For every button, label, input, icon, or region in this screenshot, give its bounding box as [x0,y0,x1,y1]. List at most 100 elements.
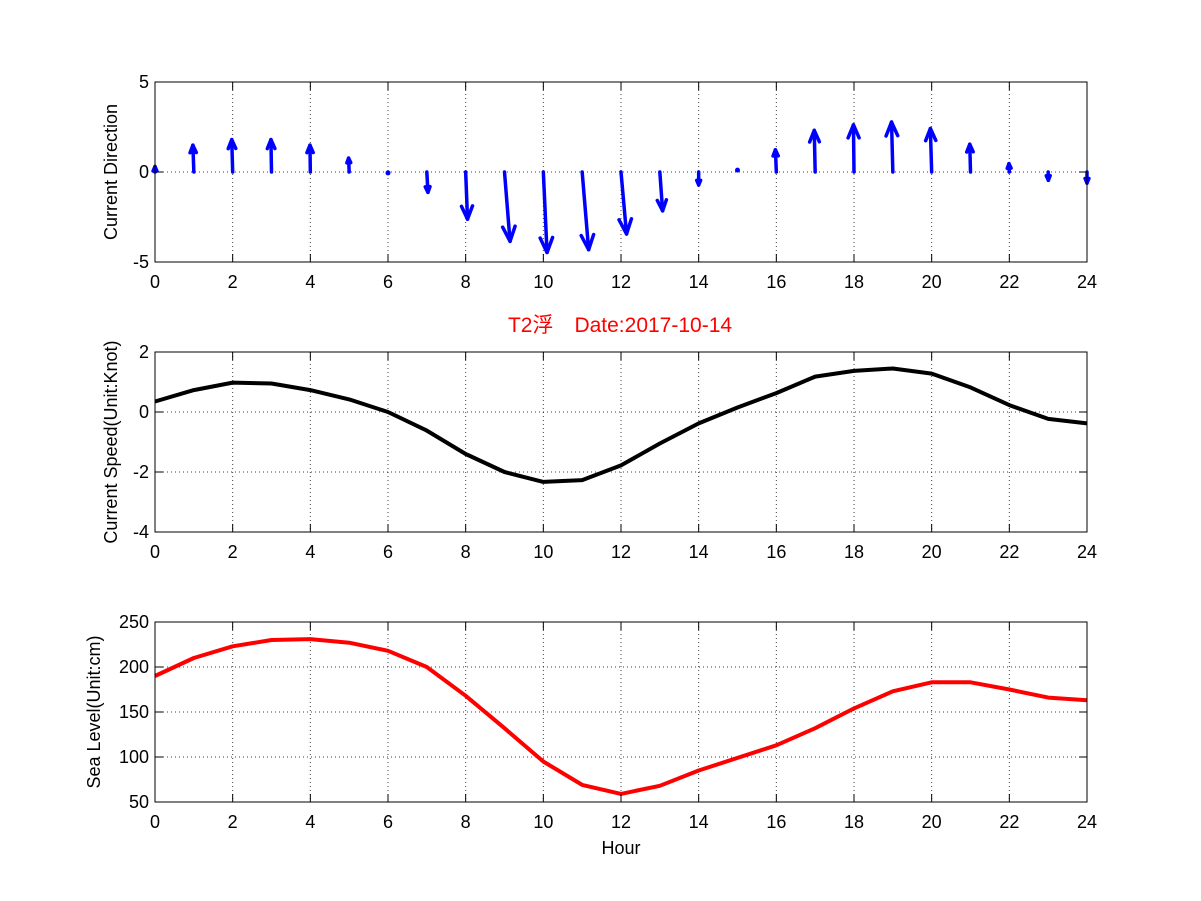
quiver-arrow [459,170,475,221]
quiver-arrow [226,137,238,174]
quiver-arrow [423,170,432,195]
quiver-arrow-shaft [229,137,235,174]
quiver-arrow-shaft [968,142,973,174]
quiver-arrow-dot [385,170,391,176]
quiver-arrow [884,120,900,174]
y-axis-label: Current Speed(Unit:Knot) [101,340,121,543]
x-tick-label: 22 [999,542,1019,562]
quiver-arrow [1005,161,1013,174]
y-axis-label: Current Direction [101,104,121,240]
x-tick-label: 14 [689,812,709,832]
x-tick-label: 0 [150,272,160,292]
x-tick-label: 2 [228,812,238,832]
quiver-arrow-shaft [619,170,629,236]
y-tick-label: 0 [139,162,149,182]
x-tick-label: 16 [766,542,786,562]
quiver-arrow-head [655,198,669,213]
x-tick-label: 18 [844,272,864,292]
quiver-arrow [655,170,669,213]
y-axis-label: Sea Level(Unit:cm) [84,635,104,788]
quiver-arrow [265,137,277,174]
figure-title: T2浮 Date:2017-10-14 [508,314,732,337]
y-tick-label: 0 [139,402,149,422]
x-tick-label: 14 [689,272,709,292]
x-tick-label: 4 [305,812,315,832]
x-tick-label: 16 [766,272,786,292]
x-tick-label: 0 [150,542,160,562]
y-tick-label: 5 [139,72,149,92]
quiver-arrow-head [807,128,822,144]
x-tick-label: 16 [766,812,786,832]
quiver-arrow-head [617,216,634,236]
quiver-arrow [807,128,822,174]
x-tick-label: 14 [689,542,709,562]
quiver-arrow-head [265,137,277,151]
quiver-arrow [345,156,353,174]
x-axis-label: Hour [601,838,640,858]
x-tick-label: 4 [305,542,315,562]
quiver-arrow-shaft [541,170,549,255]
quiver-arrow [305,143,315,174]
x-tick-label: 2 [228,272,238,292]
x-tick-label: 22 [999,812,1019,832]
x-tick-label: 6 [383,272,393,292]
quiver-arrow-head [579,232,596,252]
x-tick-label: 12 [611,812,631,832]
quiver-arrow-shaft [580,170,591,252]
x-tick-label: 24 [1077,542,1097,562]
x-tick-label: 20 [922,542,942,562]
quiver-arrow-head [964,142,975,154]
quiver-arrow-head [500,224,517,244]
quiver-arrow-shaft [463,170,470,221]
quiver-arrow-shaft [812,128,817,174]
quiver-arrow-head [1005,161,1013,171]
quiver-arrow-head [846,123,861,140]
quiver-arrow [846,123,861,174]
quiver-arrow-shaft [502,170,512,244]
x-tick-label: 24 [1077,272,1097,292]
quiver-arrow [694,170,703,187]
quiver-arrow [385,170,391,176]
y-tick-label: 2 [139,342,149,362]
quiver-arrow-shaft [851,123,856,174]
y-tick-label: -5 [133,252,149,272]
x-tick-label: 18 [844,812,864,832]
quiver-arrow-shaft [928,126,934,174]
quiver-arrow-head [884,120,900,138]
x-tick-label: 20 [922,272,942,292]
x-tick-label: 10 [533,812,553,832]
x-tick-label: 12 [611,542,631,562]
quiver-arrow-head [459,204,475,221]
quiver-arrow-shaft [658,170,665,213]
quiver-arrow [617,170,634,236]
x-tick-label: 10 [533,542,553,562]
x-tick-label: 18 [844,542,864,562]
x-tick-label: 10 [533,272,553,292]
quiver-arrow [188,143,199,174]
y-tick-label: 250 [119,612,149,632]
quiver-arrow [579,170,596,252]
quiver-arrow [964,142,975,174]
quiver-arrow-shaft [269,137,274,174]
x-tick-label: 12 [611,272,631,292]
x-tick-label: 8 [461,812,471,832]
quiver-arrow-head [345,156,353,165]
quiver-arrow-head [923,126,938,143]
quiver-arrow-shaft [889,120,895,174]
quiver-arrow-head [423,184,432,195]
quiver-arrow [538,170,555,255]
x-tick-label: 2 [228,542,238,562]
y-tick-label: 100 [119,747,149,767]
quiver-arrow-head [188,143,199,155]
y-tick-label: -4 [133,522,149,542]
quiver-arrow-dot [735,167,740,173]
quiver-arrow-head [305,143,315,155]
series-line-sea-level [154,637,1088,796]
quiver-arrow [771,148,781,174]
